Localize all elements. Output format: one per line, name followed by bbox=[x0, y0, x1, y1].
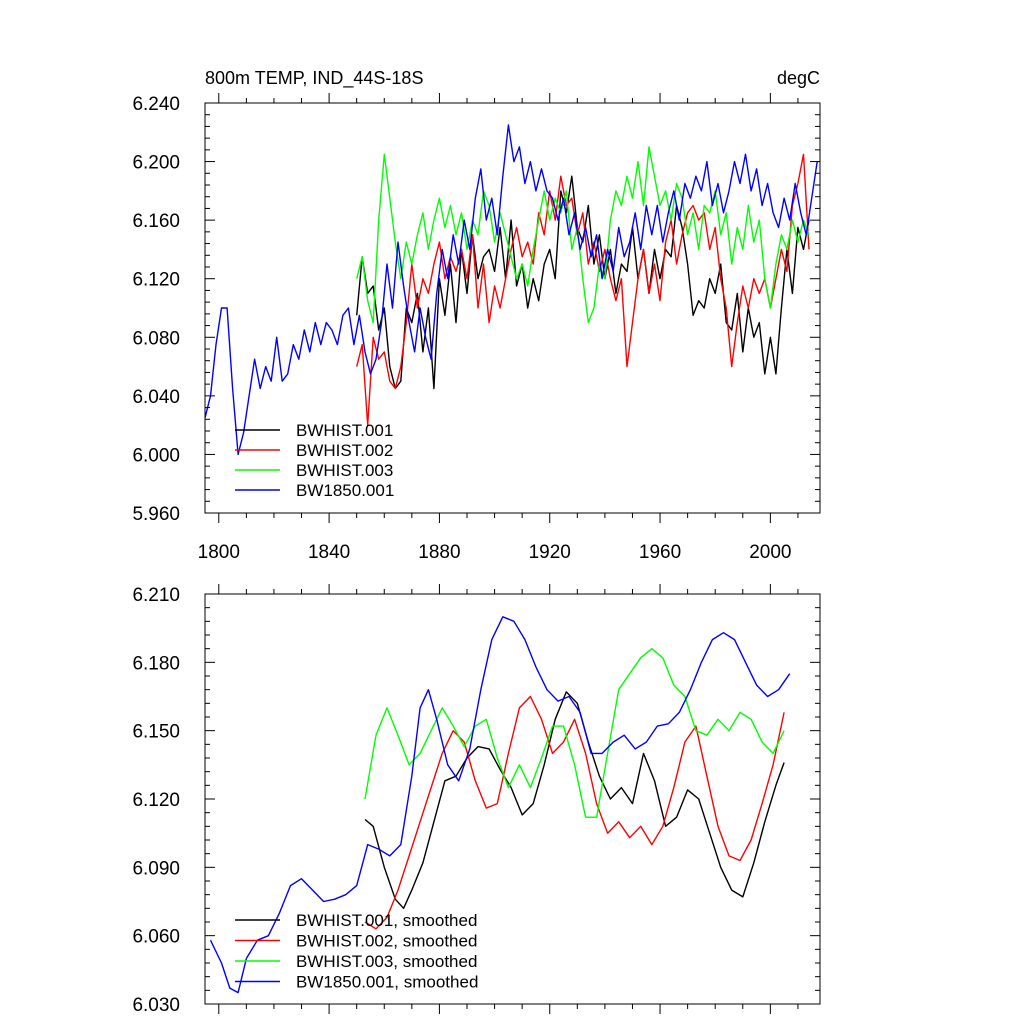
y-tick-label: 6.030 bbox=[132, 995, 180, 1016]
y-tick-label: 5.960 bbox=[132, 504, 180, 525]
bottom-panel: 6.030 6.060 6.090 6.120 6.150 6.180 6.210 BWHIS… bbox=[132, 584, 821, 1016]
y-tick-label: 6.150 bbox=[132, 722, 180, 743]
series-line-2 bbox=[356, 153, 810, 426]
legend-label-4: BW1850.001 bbox=[296, 481, 394, 500]
legend-label-2: BWHIST.002, smoothed bbox=[296, 932, 477, 951]
y-tick-label: 6.120 bbox=[132, 270, 180, 291]
y-tick-label: 6.200 bbox=[132, 153, 180, 174]
series-line-4 bbox=[209, 616, 791, 994]
top-chart-units: degC bbox=[777, 68, 820, 88]
series-line-3 bbox=[356, 146, 810, 324]
y-tick-label: 6.240 bbox=[132, 94, 180, 115]
y-tick-label: 6.000 bbox=[132, 445, 180, 466]
x-tick-label: 1800 bbox=[198, 542, 240, 563]
series-group bbox=[209, 616, 791, 994]
series-line-4 bbox=[205, 124, 818, 456]
y-tick-label: 6.120 bbox=[132, 790, 180, 811]
x-tick-label: 1840 bbox=[308, 542, 350, 563]
plot-frame bbox=[204, 102, 821, 514]
top-panel: 800m TEMP, IND_44S-18S degC 5.960 6.000 6.… bbox=[132, 68, 821, 563]
y-tick-label: 6.160 bbox=[132, 211, 180, 232]
legend-label-4: BW1850.001, smoothed bbox=[296, 973, 478, 992]
y-tick-label: 6.080 bbox=[132, 328, 180, 349]
legend-label-3: BWHIST.003, smoothed bbox=[296, 952, 477, 971]
y-tick-label: 6.060 bbox=[132, 927, 180, 948]
y-tick-label: 6.180 bbox=[132, 653, 180, 674]
x-tick-label: 2000 bbox=[749, 542, 791, 563]
y-tick-label: 6.040 bbox=[132, 387, 180, 408]
y-tick-label: 6.090 bbox=[132, 858, 180, 879]
legend-label-1: BWHIST.001 bbox=[296, 421, 393, 440]
x-tick-label: 1880 bbox=[418, 542, 460, 563]
series-line-3 bbox=[364, 648, 785, 818]
series-group bbox=[205, 124, 818, 456]
series-line-2 bbox=[364, 695, 785, 930]
legend-label-3: BWHIST.003 bbox=[296, 461, 393, 480]
y-tick-label: 6.210 bbox=[132, 585, 180, 606]
series-line-1 bbox=[364, 691, 785, 909]
series-line-1 bbox=[356, 175, 810, 390]
top-chart-title: 800m TEMP, IND_44S-18S bbox=[205, 68, 423, 89]
legend-label-2: BWHIST.002 bbox=[296, 441, 393, 460]
x-tick-label: 1960 bbox=[639, 542, 681, 563]
x-tick-label: 1920 bbox=[529, 542, 571, 563]
legend-label-1: BWHIST.001, smoothed bbox=[296, 911, 477, 930]
